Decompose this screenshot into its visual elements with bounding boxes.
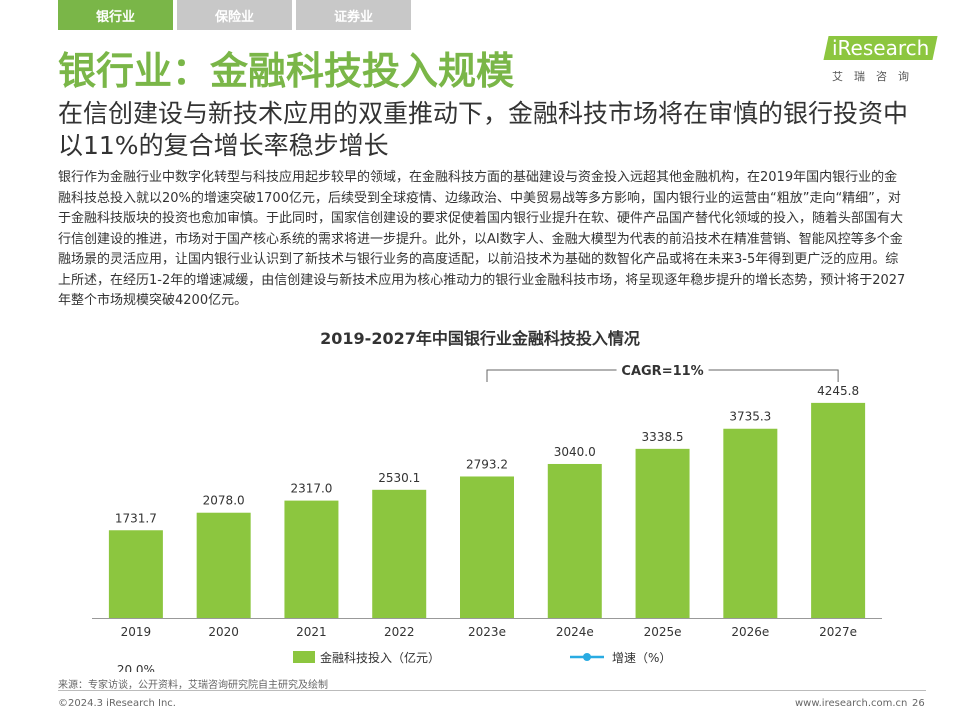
cagr-label-bg (616, 360, 709, 380)
growth-label-2019: 20.0% (117, 663, 155, 672)
page-number: 26 (912, 698, 925, 709)
cagr-label: CAGR=11% (621, 364, 703, 379)
bar-label-2025e: 3338.5 (642, 430, 684, 444)
bar-label-2023e: 2793.2 (466, 457, 508, 471)
legend-bar-label: 金融科技投入（亿元） (320, 650, 440, 665)
bar-label-2021: 2317.0 (290, 482, 332, 496)
logo-subtitle: 艾瑞咨询 (832, 70, 920, 83)
bar-label-2026e: 3735.3 (729, 410, 771, 424)
tab-securities[interactable]: 证券业 (296, 0, 411, 30)
bar-2019 (108, 530, 163, 618)
bar-label-2020: 2078.0 (203, 494, 245, 508)
bar-2023e (460, 476, 514, 618)
x-tick-2020: 2020 (208, 625, 239, 639)
iresearch-logo: iResearch 艾瑞咨询 (823, 36, 938, 84)
body-paragraph: 银行作为金融行业中数字化转型与科技应用起步较早的领域，在金融科技方面的基础建设与… (58, 170, 906, 308)
bar-2022 (372, 489, 427, 618)
website-url: www.iresearch.com.cn (795, 698, 908, 709)
bar-label-2027e: 4245.8 (817, 384, 859, 398)
copyright: ©2024.3 iResearch Inc. (58, 698, 176, 709)
x-tick-2023e: 2023e (468, 625, 506, 639)
legend-line-marker (583, 653, 591, 661)
x-tick-2027e: 2027e (819, 625, 857, 639)
x-tick-2025e: 2025e (644, 625, 682, 639)
bar-2024e (547, 463, 602, 618)
x-tick-2019: 2019 (121, 625, 152, 639)
bar-2027e (811, 402, 866, 618)
investment-chart: 2019-2027年中国银行业金融科技投入情况 1731.7 2078.0 2317… (92, 329, 882, 672)
x-tick-2022: 2022 (384, 625, 415, 639)
bar-label-2022: 2530.1 (378, 471, 420, 485)
legend-line-label: 增速（%） (612, 651, 671, 665)
legend-bar-swatch (293, 651, 315, 663)
tab-banking[interactable]: 银行业 (58, 0, 173, 30)
x-tick-2021: 2021 (296, 625, 327, 639)
page-title: 银行业：金融科技投入规模 (58, 49, 515, 93)
footer-divider (58, 690, 926, 691)
bar-label-2024e: 3040.0 (554, 445, 596, 459)
bar-2021 (284, 500, 339, 618)
bar-label-2019: 1731.7 (115, 511, 157, 525)
x-tick-2024e: 2024e (556, 625, 594, 639)
logo-wordmark: iResearch (823, 36, 938, 60)
tab-insurance[interactable]: 保险业 (177, 0, 292, 30)
page-subtitle: 在信创建设与新技术应用的双重推动下，金融科技市场将在审慎的银行投资中以11%的复… (58, 99, 909, 160)
category-tabs: 银行业 保险业 证券业 (58, 0, 411, 30)
chart-title: 2019-2027年中国银行业金融科技投入情况 (320, 329, 640, 348)
bar-2020 (196, 512, 251, 618)
source-note: 来源：专家访谈，公开资料，艾瑞咨询研究院自主研究及绘制 (58, 680, 328, 691)
bar-2026e (723, 428, 778, 618)
bar-2025e (635, 448, 690, 618)
x-tick-2026e: 2026e (731, 625, 769, 639)
